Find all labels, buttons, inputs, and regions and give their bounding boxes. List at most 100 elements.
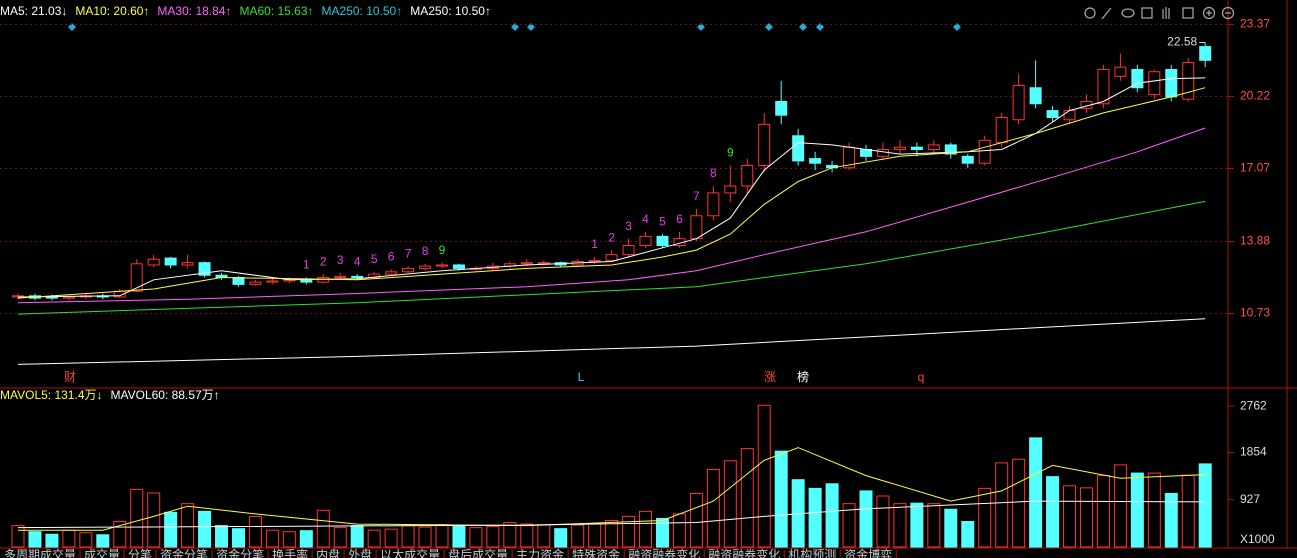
volume-bar [571, 524, 585, 548]
indicator-tab[interactable]: 资金分笔 [216, 547, 264, 558]
settings-icon[interactable] [1084, 7, 1096, 19]
indicator-tab[interactable]: 成交量 [84, 547, 120, 558]
indicator-tab[interactable]: 换手率 [272, 547, 308, 558]
signal-markers [68, 23, 961, 31]
setup-count: 8 [422, 244, 429, 258]
zoom-out-icon[interactable] [1221, 6, 1235, 20]
signal-marker [799, 23, 807, 31]
setup-count: 2 [608, 230, 615, 244]
event-label: 财 [64, 370, 76, 384]
signal-marker [527, 23, 535, 31]
legend-entry: MAVOL60: 88.57万↑ [111, 388, 220, 402]
candle-body [961, 155, 974, 164]
volume-bar [113, 521, 127, 548]
event-label: 榜 [797, 369, 809, 384]
volume-bar [215, 525, 229, 548]
volume-bar [45, 533, 59, 548]
indicator-tab[interactable]: 内盘 [316, 547, 340, 558]
indicator-tab[interactable]: 资金博弈 [844, 547, 892, 558]
volume-bar [147, 492, 161, 548]
volume-bar [774, 450, 788, 548]
volume-bar [1181, 474, 1195, 548]
candle-body [402, 267, 415, 273]
setup-count: 2 [320, 254, 327, 268]
volume-bar [1096, 475, 1110, 548]
legend-entry: MA60: 15.63↑ [239, 4, 313, 18]
legend-entry: MA30: 18.84↑ [157, 4, 231, 18]
candle-body [266, 280, 279, 283]
volume-bar [164, 511, 178, 548]
box-icon[interactable] [1141, 7, 1153, 19]
volume-unit: X1000 [1240, 532, 1275, 546]
candle-body [809, 158, 822, 164]
y-tick-label: 927 [1240, 492, 1260, 506]
volume-bar [384, 528, 398, 548]
candle-body [334, 275, 347, 279]
volume-bar [181, 503, 195, 548]
candle-body [452, 264, 465, 269]
indicator-tab[interactable]: 融资融券变化 [628, 547, 700, 558]
indicator-tab[interactable]: 特殊资金 [572, 547, 620, 558]
volume-bar [11, 525, 25, 548]
volume-bar [316, 509, 330, 548]
candle-body [436, 264, 448, 267]
view-icon[interactable] [1121, 8, 1135, 18]
setup-count: 5 [371, 252, 378, 266]
zoom-in-icon[interactable] [1202, 6, 1216, 20]
candle-body [707, 192, 720, 217]
ma-line [17, 318, 1206, 365]
volume-bar [706, 469, 720, 548]
indicator-tab[interactable]: 分笔 [128, 547, 152, 558]
volume-bar [588, 523, 602, 548]
hand-icon[interactable] [1162, 7, 1170, 19]
window-icon[interactable] [1182, 7, 1194, 19]
ma-line [17, 500, 1206, 529]
volume-bar [503, 522, 517, 548]
volume-bar [672, 513, 686, 548]
volume-bar [723, 460, 737, 548]
volume-bar [469, 527, 483, 548]
volume-bar [978, 487, 992, 548]
indicator-tab[interactable]: 以太成交量 [380, 547, 440, 558]
indicator-tab[interactable]: 多周期成交量 [4, 547, 76, 558]
y-tick-label: 23.37 [1240, 17, 1270, 31]
volume-bar [486, 526, 500, 548]
toolbar[interactable] [1084, 6, 1235, 20]
volume-bar [62, 529, 76, 548]
indicator-tab[interactable]: 机构预测 [788, 547, 836, 558]
volume-bar [1079, 487, 1093, 548]
volume-bar [333, 527, 347, 548]
candle-body [978, 139, 991, 164]
setup-count: 3 [625, 219, 632, 233]
volume-bar [452, 525, 466, 548]
indicator-tab[interactable]: 盘后成交量 [448, 547, 508, 558]
volume-bar [96, 534, 110, 548]
setup-count: 9 [727, 146, 734, 160]
volume-bar [622, 515, 636, 548]
setup-count: 8 [710, 166, 717, 180]
candle-body [419, 265, 432, 269]
indicator-tab[interactable]: 融资融券变化 [708, 547, 780, 558]
indicator-tab[interactable]: 主力资金 [516, 547, 564, 558]
candle-body [792, 135, 805, 162]
indicator-tab[interactable]: 外盘 [348, 547, 372, 558]
draw-icon[interactable] [1101, 7, 1112, 20]
setup-count: 1 [591, 237, 598, 251]
candle-body [317, 277, 330, 283]
signal-marker [511, 23, 519, 31]
volume-bar [927, 503, 941, 548]
ma-line [17, 127, 1206, 304]
setup-count: 7 [693, 189, 700, 203]
candle-body [758, 123, 771, 166]
candle-body [910, 146, 923, 150]
candle-body [1012, 84, 1025, 121]
zoom-in-plus[interactable] [1206, 10, 1212, 16]
indicator-tab[interactable]: 资金分笔 [160, 547, 208, 558]
candle-body [656, 235, 669, 247]
setup-count: 7 [405, 246, 412, 260]
volume-bar [435, 524, 449, 548]
volume-bar [537, 524, 551, 548]
y-tick-label: 20.22 [1240, 89, 1270, 103]
volume-bar [367, 529, 381, 548]
candle-body [198, 262, 211, 276]
